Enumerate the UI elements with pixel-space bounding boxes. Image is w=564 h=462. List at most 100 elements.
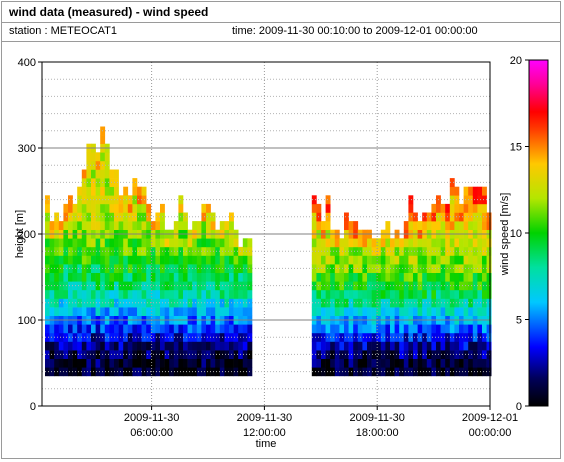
heatmap-cell (123, 298, 129, 308)
heatmap-cell (339, 281, 345, 291)
heatmap-cell (86, 221, 92, 230)
heatmap-cell (127, 272, 133, 282)
heatmap-cell (123, 246, 129, 256)
heatmap-cell (91, 186, 96, 196)
heatmap-cell (344, 289, 349, 299)
heatmap-cell (54, 332, 60, 342)
heatmap-cell (201, 212, 207, 222)
heatmap-cell (472, 221, 478, 230)
heatmap-cell (463, 298, 469, 308)
heatmap-cell (164, 341, 170, 351)
heatmap-cell (68, 272, 73, 282)
heatmap-cell (454, 272, 460, 282)
heatmap-cell (183, 238, 188, 248)
heatmap-cell (385, 255, 391, 265)
heatmap-cell (127, 332, 133, 342)
heatmap-cell (81, 289, 87, 299)
heatmap-cell (344, 324, 349, 334)
heatmap-cell (325, 281, 331, 291)
heatmap-cell (77, 367, 83, 377)
heatmap-cell (325, 203, 331, 213)
heatmap-cell (486, 272, 492, 282)
heatmap-cell (114, 341, 119, 351)
heatmap-cell (54, 255, 60, 265)
heatmap-cell (321, 350, 326, 359)
heatmap-cell (173, 221, 179, 230)
heatmap-cell (104, 367, 110, 377)
heatmap-cell (86, 307, 92, 316)
x-tick-date-label: 2009-12-01 (462, 412, 518, 424)
heatmap-cell (348, 272, 354, 282)
heatmap-cell (160, 203, 165, 213)
heatmap-cell (325, 255, 331, 265)
heatmap-cell (325, 195, 331, 205)
heatmap-cell (426, 307, 432, 316)
heatmap-cell (146, 367, 152, 377)
heatmap-cell (49, 307, 55, 316)
heatmap-cell (233, 332, 239, 342)
heatmap-cell (201, 341, 207, 351)
heatmap-cell (118, 307, 124, 316)
heatmap-cell (141, 272, 147, 282)
heatmap-cell (45, 238, 50, 248)
heatmap-cell (330, 350, 336, 359)
heatmap-cell (215, 332, 221, 342)
heatmap-cell (472, 307, 478, 316)
heatmap-cell (371, 341, 377, 351)
heatmap-cell (238, 341, 244, 351)
heatmap-cell (91, 324, 96, 334)
heatmap-cell (91, 255, 96, 265)
heatmap-cell (311, 255, 317, 265)
heatmap-cell (86, 367, 92, 377)
heatmap-cell (160, 289, 165, 299)
heatmap-cell (334, 281, 340, 291)
heatmap-cell (339, 307, 345, 316)
heatmap-cell (187, 289, 193, 299)
heatmap-cell (468, 203, 474, 213)
heatmap-cell (247, 324, 253, 334)
heatmap-cell (380, 350, 386, 359)
heatmap-cell (454, 324, 460, 334)
heatmap-cell (68, 332, 73, 342)
heatmap-cell (357, 358, 363, 368)
heatmap-cell (394, 324, 400, 334)
heatmap-cell (316, 272, 322, 282)
heatmap-cell (155, 221, 161, 230)
heatmap-cell (54, 246, 60, 256)
heatmap-cell (215, 341, 221, 351)
heatmap-cell (344, 264, 349, 273)
heatmap-cell (348, 358, 354, 368)
heatmap-cell (224, 289, 230, 299)
heatmap-cell (339, 358, 345, 368)
heatmap-cell (114, 246, 119, 256)
heatmap-cell (238, 255, 244, 265)
heatmap-cell (247, 238, 253, 248)
heatmap-cell (367, 324, 372, 334)
heatmap-cell (440, 203, 446, 213)
heatmap-cell (436, 272, 441, 282)
heatmap-cell (380, 289, 386, 299)
heatmap-cell (114, 298, 119, 308)
heatmap-cell (472, 186, 478, 196)
heatmap-cell (477, 350, 483, 359)
heatmap-cell (63, 264, 69, 273)
heatmap-cell (132, 272, 138, 282)
heatmap-cell (224, 332, 230, 342)
heatmap-cell (123, 289, 129, 299)
heatmap-cell (123, 221, 129, 230)
heatmap-cell (192, 350, 198, 359)
heatmap-cell (229, 255, 234, 265)
heatmap-cell (367, 341, 372, 351)
heatmap-cell (132, 332, 138, 342)
heatmap-cell (95, 255, 101, 265)
heatmap-cell (146, 272, 152, 282)
heatmap-cell (233, 298, 239, 308)
heatmap-cell (210, 289, 216, 299)
heatmap-cell (477, 186, 483, 196)
heatmap-cell (201, 367, 207, 377)
heatmap-cell (45, 246, 50, 256)
heatmap-cell (339, 367, 345, 377)
heatmap-cell (367, 307, 372, 316)
heatmap-cell (330, 324, 336, 334)
heatmap-cell (81, 186, 87, 196)
